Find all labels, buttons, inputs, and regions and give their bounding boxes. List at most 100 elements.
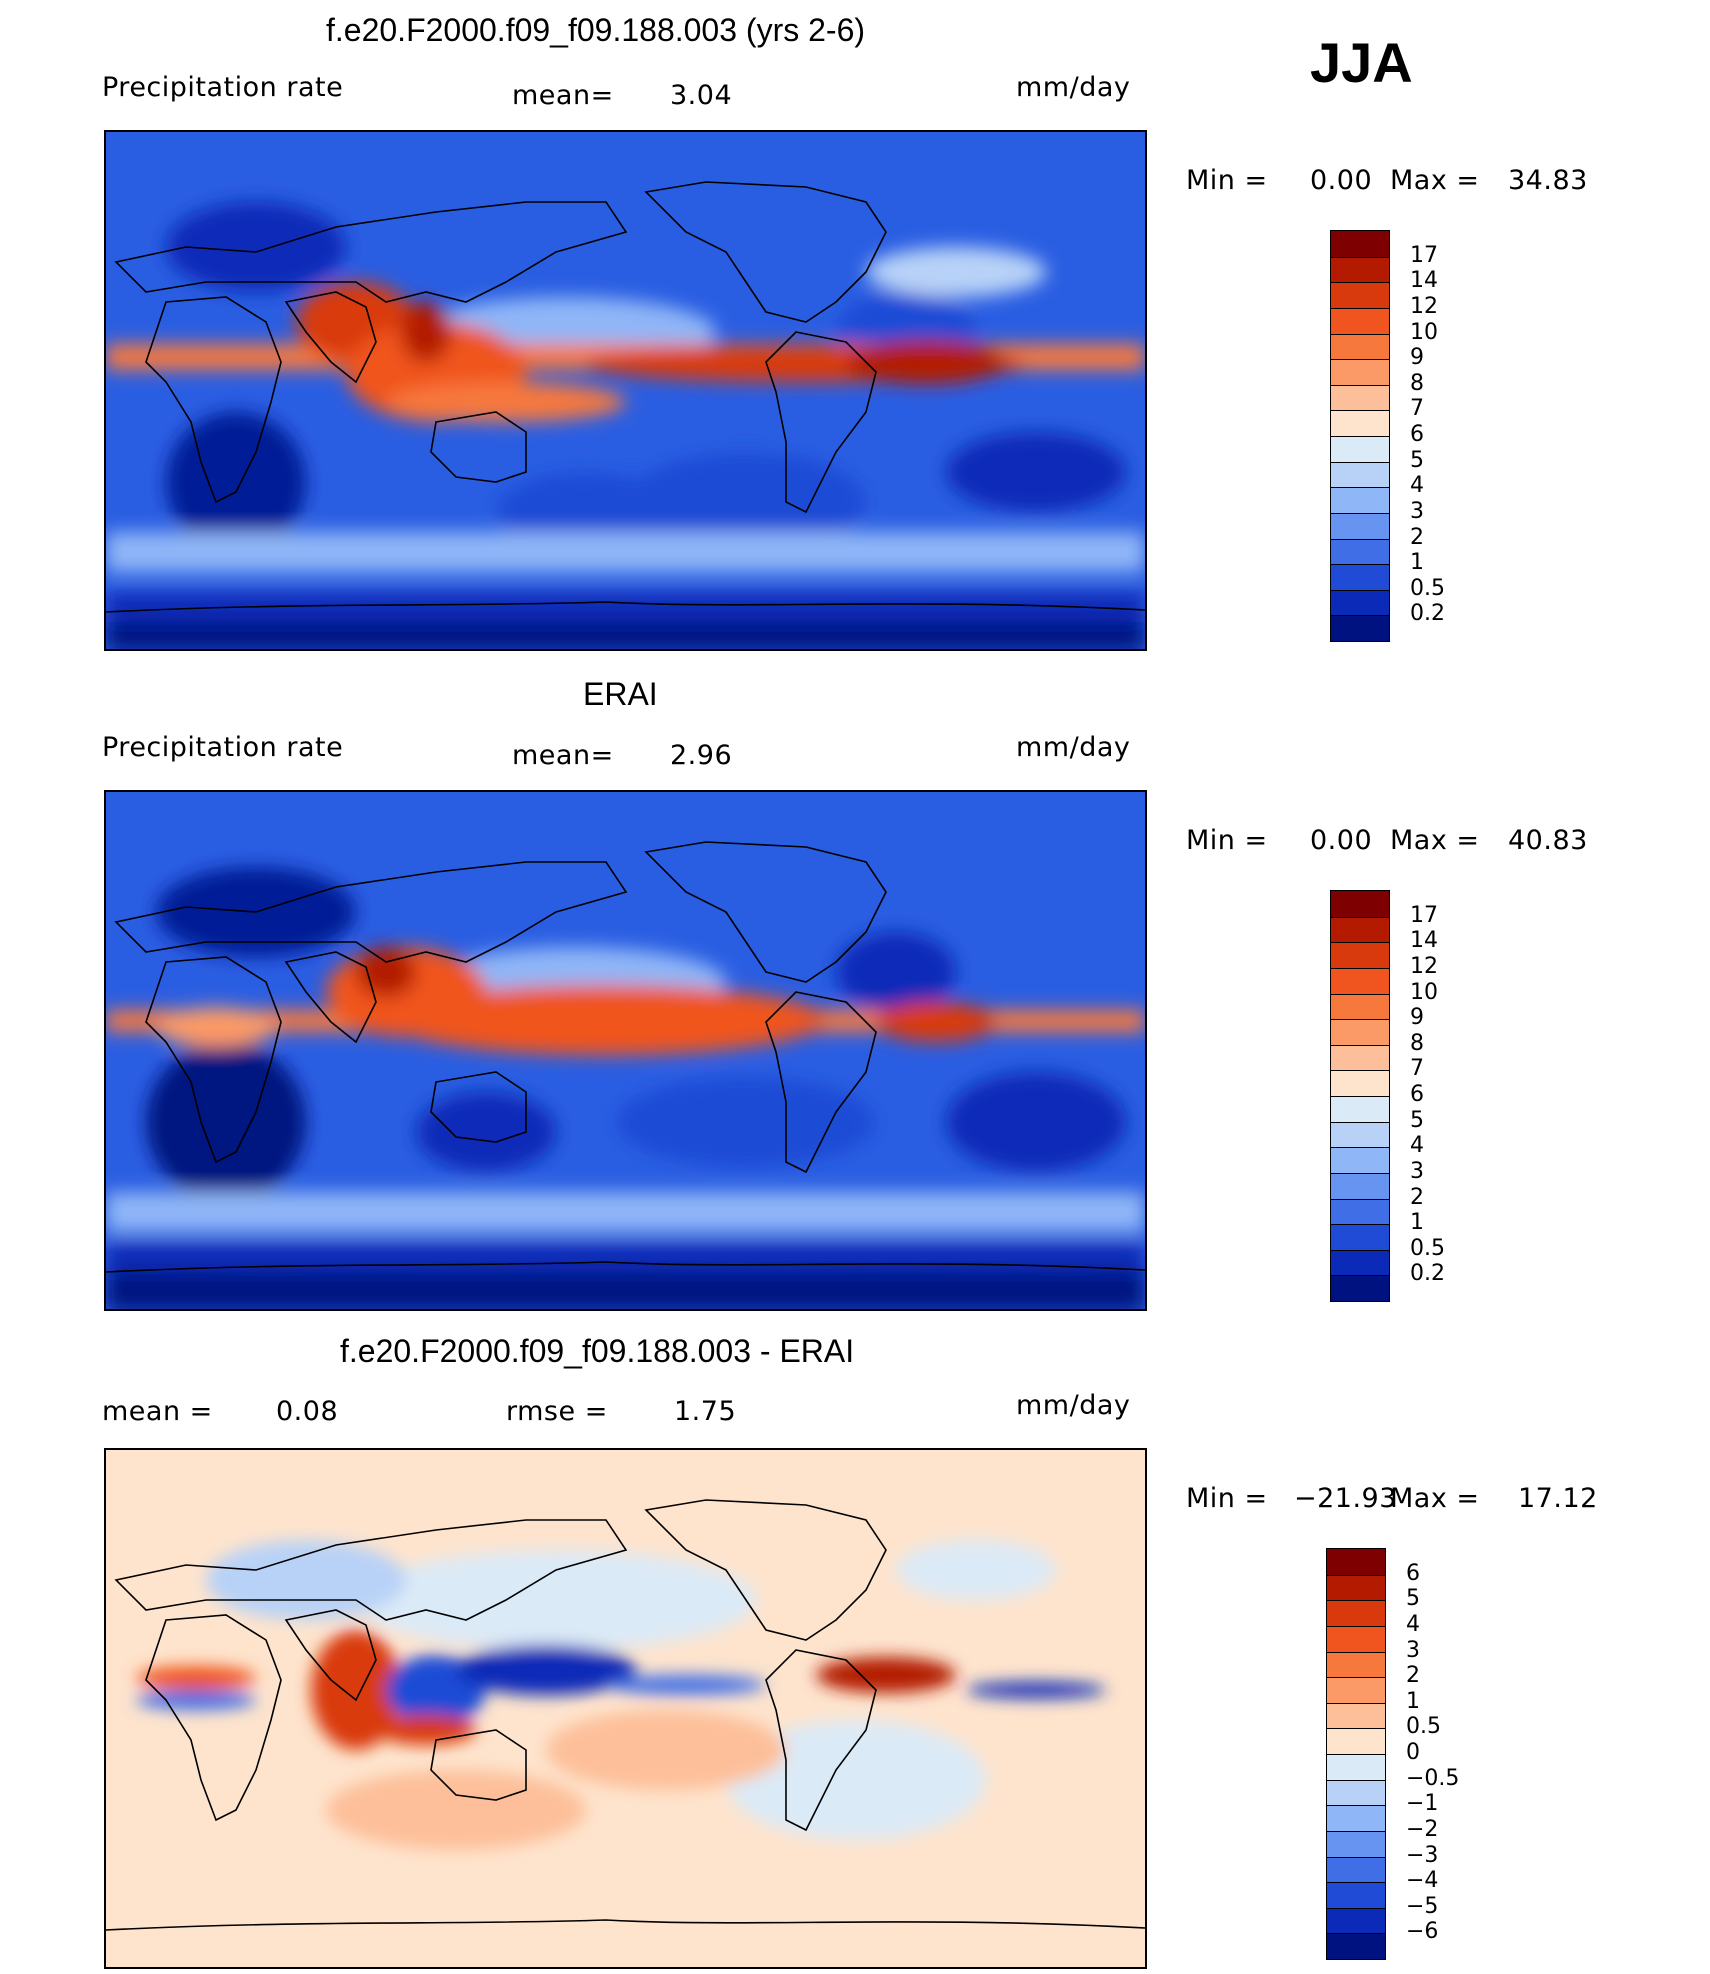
panel-model-max-label: Max =: [1390, 165, 1480, 196]
colorbar-swatch: [1331, 384, 1389, 411]
colorbar-tick-label: 3: [1410, 1158, 1424, 1184]
panel-model-min-value: 0.00: [1310, 165, 1373, 196]
panel-model-map: [104, 130, 1147, 651]
panel-obs-colorbar: [1330, 890, 1390, 1302]
colorbar-swatch: [1327, 1600, 1385, 1626]
panel-obs-min-label: Min =: [1186, 825, 1268, 856]
colorbar-tick-label: −0.5: [1406, 1765, 1460, 1791]
colorbar-swatch: [1327, 1933, 1385, 1959]
colorbar-swatch: [1331, 1096, 1389, 1122]
colorbar-swatch: [1331, 461, 1389, 488]
panel-obs-max-value: 40.83: [1508, 825, 1588, 856]
colorbar-swatch: [1331, 916, 1389, 943]
colorbar-swatch: [1331, 589, 1389, 616]
colorbar-tick-label: 8: [1410, 370, 1424, 396]
panel-diff-rmse-value: 1.75: [674, 1396, 737, 1427]
panel-obs-min-value: 0.00: [1310, 825, 1373, 856]
colorbar-tick-label: −4: [1406, 1868, 1439, 1894]
colorbar-tick-label: 17: [1410, 242, 1438, 268]
colorbar-swatch: [1327, 1830, 1385, 1857]
colorbar-swatch: [1331, 1019, 1389, 1045]
colorbar-swatch: [1331, 538, 1389, 565]
colorbar-swatch: [1331, 1070, 1389, 1096]
colorbar-tick-label: 1: [1410, 1210, 1424, 1236]
colorbar-swatch: [1331, 564, 1389, 590]
colorbar-tick-label: −3: [1406, 1842, 1439, 1868]
panel-obs-map: [104, 790, 1147, 1311]
panel-model-mean-value: 3.04: [670, 80, 733, 111]
panel-model-units: mm/day: [1016, 72, 1131, 103]
panel-diff-mean-value: 0.08: [276, 1396, 339, 1427]
colorbar-swatch: [1331, 487, 1389, 513]
colorbar-swatch: [1327, 1549, 1385, 1575]
season-label: JJA: [1310, 31, 1413, 94]
colorbar-swatch: [1331, 307, 1389, 334]
colorbar-tick-label: 0.2: [1410, 1261, 1445, 1287]
colorbar-tick-label: −5: [1406, 1893, 1439, 1919]
panel-model-title: f.e20.F2000.f09_f09.188.003 (yrs 2-6): [326, 12, 866, 48]
colorbar-tick-label: 7: [1410, 396, 1424, 422]
colorbar-tick-label: 14: [1410, 928, 1438, 954]
colorbar-swatch: [1331, 942, 1389, 968]
colorbar-swatch: [1331, 1275, 1389, 1301]
colorbar-swatch: [1327, 1882, 1385, 1908]
panel-obs-mean-value: 2.96: [670, 740, 733, 771]
panel-model-colorbar: [1330, 230, 1390, 642]
panel-diff-max-value: 17.12: [1518, 1483, 1598, 1514]
panel-diff-min-value: −21.93: [1294, 1483, 1397, 1514]
panel-diff-colorbar: [1326, 1548, 1386, 1960]
colorbar-swatch: [1327, 1677, 1385, 1703]
colorbar-tick-label: 3: [1410, 498, 1424, 524]
colorbar-tick-label: 6: [1410, 422, 1424, 447]
panel-obs-variable-label: Precipitation rate: [102, 732, 344, 763]
colorbar-tick-label: 14: [1410, 268, 1438, 294]
colorbar-swatch: [1331, 512, 1389, 539]
panel-diff-map: [104, 1448, 1147, 1969]
colorbar-swatch: [1327, 1805, 1385, 1831]
colorbar-tick-label: 17: [1410, 902, 1438, 928]
colorbar-swatch: [1327, 1856, 1385, 1883]
panel-obs-title: ERAI: [583, 676, 658, 712]
colorbar-tick-label: −1: [1406, 1791, 1439, 1817]
panel-model-variable-label: Precipitation rate: [102, 72, 344, 103]
colorbar-swatch: [1331, 1121, 1389, 1148]
colorbar-tick-label: 0: [1406, 1740, 1420, 1765]
colorbar-tick-label: 12: [1410, 953, 1438, 979]
colorbar-swatch: [1327, 1728, 1385, 1754]
colorbar-tick-label: 5: [1410, 447, 1424, 473]
colorbar-tick-label: 2: [1410, 524, 1424, 550]
panel-model-mean-label: mean=: [512, 80, 614, 111]
panel-diff-title: f.e20.F2000.f09_f09.188.003 - ERAI: [340, 1333, 855, 1369]
colorbar-tick-label: 4: [1406, 1611, 1420, 1637]
colorbar-tick-label: 6: [1410, 1082, 1424, 1107]
colorbar-tick-label: 8: [1410, 1030, 1424, 1056]
panel-diff-min-label: Min =: [1186, 1483, 1268, 1514]
colorbar-swatch: [1331, 1249, 1389, 1276]
colorbar-swatch: [1331, 231, 1389, 257]
colorbar-tick-label: 12: [1410, 293, 1438, 319]
colorbar-swatch: [1327, 1574, 1385, 1601]
colorbar-swatch: [1331, 410, 1389, 436]
colorbar-swatch: [1327, 1754, 1385, 1780]
colorbar-tick-label: −6: [1406, 1919, 1439, 1945]
colorbar-swatch: [1331, 282, 1389, 308]
panel-obs-mean-label: mean=: [512, 740, 614, 771]
colorbar-swatch: [1331, 993, 1389, 1020]
colorbar-swatch: [1331, 1172, 1389, 1199]
colorbar-tick-label: 1: [1406, 1688, 1420, 1714]
colorbar-tick-label: 0.5: [1410, 1235, 1445, 1261]
colorbar-swatch: [1331, 1147, 1389, 1173]
colorbar-tick-label: 0.5: [1410, 575, 1445, 601]
colorbar-tick-label: 9: [1410, 1005, 1424, 1031]
colorbar-swatch: [1327, 1779, 1385, 1806]
colorbar-tick-label: 4: [1410, 1133, 1424, 1159]
colorbar-swatch: [1331, 1198, 1389, 1225]
panel-obs-units: mm/day: [1016, 732, 1131, 763]
colorbar-swatch: [1327, 1702, 1385, 1729]
colorbar-swatch: [1331, 891, 1389, 917]
panel-diff-units: mm/day: [1016, 1390, 1131, 1421]
colorbar-tick-label: 7: [1410, 1056, 1424, 1082]
colorbar-tick-label: 3: [1406, 1637, 1420, 1663]
panel-diff-rmse-label: rmse =: [506, 1396, 608, 1427]
colorbar-swatch: [1327, 1907, 1385, 1934]
